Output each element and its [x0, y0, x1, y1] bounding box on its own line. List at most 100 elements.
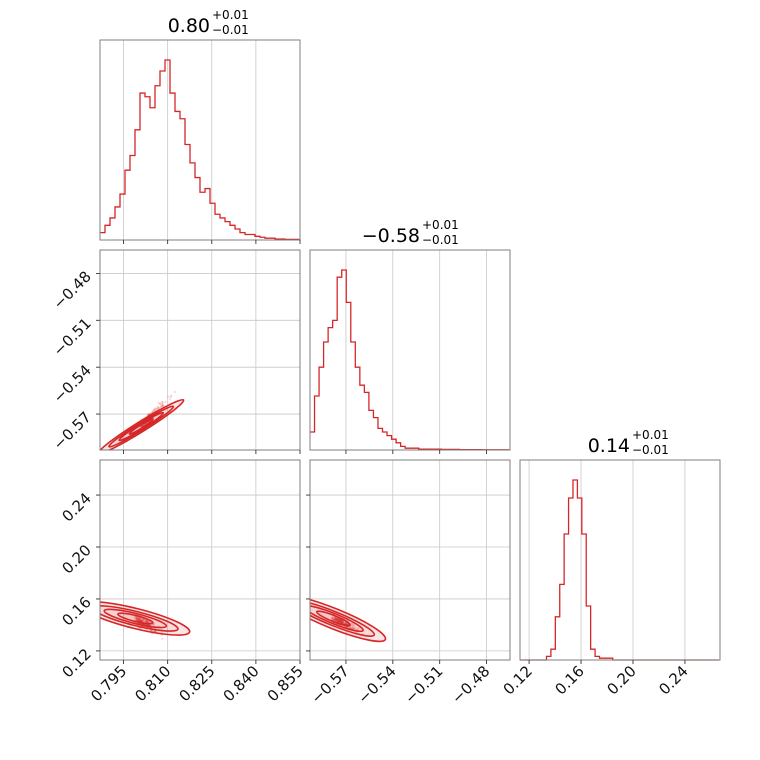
panel-grid-2-1: [310, 460, 510, 660]
panel-frame-2-2: [519, 459, 721, 661]
y-tick-label: 0.16: [58, 593, 94, 629]
contour-level: [310, 599, 376, 637]
scatter-points: [100, 390, 185, 450]
panel-grid-1-0: [100, 250, 300, 450]
scatter-point: [335, 618, 339, 621]
scatter-point: [145, 620, 148, 623]
scatter-panel-1-0: [100, 390, 185, 450]
scatter-point: [139, 619, 142, 622]
scatter-point: [161, 403, 164, 407]
scatter-point: [152, 408, 156, 411]
scatter-point: [337, 619, 340, 622]
scatter-point: [152, 408, 156, 412]
contour-level: [108, 405, 175, 448]
scatter-point: [333, 618, 336, 621]
scatter-point: [140, 619, 143, 623]
x-tick-label: 0.855: [264, 662, 307, 705]
scatter-point: [137, 619, 140, 622]
scatter-point: [340, 621, 343, 624]
scatter-point: [153, 407, 157, 410]
x-tick-label: 0.12: [500, 662, 536, 698]
x-tick-label: 0.16: [552, 662, 588, 698]
scatter-point: [145, 619, 148, 623]
scatter-point: [161, 404, 164, 408]
scatter-point: [341, 620, 344, 624]
scatter-point: [338, 620, 341, 623]
scatter-point: [336, 617, 339, 620]
scatter-point: [135, 617, 138, 620]
scatter-point: [340, 621, 344, 624]
scatter-point: [133, 616, 136, 619]
scatter-point: [137, 618, 140, 621]
scatter-point: [333, 619, 336, 622]
scatter-point: [340, 621, 343, 624]
title-plus-1: +0.01: [422, 218, 459, 232]
x-tick-label: −0.51: [401, 662, 446, 707]
contour-level: [315, 610, 351, 627]
scatter-point: [137, 618, 140, 621]
scatter-point: [335, 618, 338, 621]
contour-level: [100, 600, 191, 636]
scatter-point: [157, 401, 160, 404]
contour-level: [310, 594, 387, 643]
panel-grid-2-0: [100, 460, 300, 660]
scatter-point: [341, 621, 344, 624]
scatter-point: [333, 618, 336, 621]
scatter-point: [352, 627, 355, 630]
scatter-point: [337, 619, 340, 622]
title-minus-0: −0.01: [212, 23, 249, 37]
scatter-point: [339, 620, 342, 624]
scatter-point: [334, 619, 337, 622]
scatter-point: [338, 618, 341, 622]
scatter-point: [341, 621, 344, 625]
scatter-points: [310, 594, 387, 643]
scatter-point: [338, 620, 341, 624]
scatter-point: [344, 622, 347, 625]
scatter-point: [135, 619, 138, 622]
scatter-point: [142, 619, 145, 622]
scatter-point: [338, 618, 341, 621]
scatter-point: [154, 407, 157, 410]
scatter-point: [334, 618, 338, 621]
scatter-point: [334, 618, 337, 621]
scatter-point: [331, 616, 335, 619]
y-tick-label: −0.51: [50, 314, 95, 359]
scatter-point: [352, 623, 355, 626]
scatter-point: [337, 619, 341, 622]
scatter-point: [334, 617, 337, 620]
x-tick-label: −0.54: [354, 662, 399, 707]
scatter-point: [152, 410, 155, 413]
scatter-point: [145, 619, 148, 623]
scatter-point: [169, 395, 172, 398]
scatter-points: [100, 600, 191, 640]
scatter-point: [339, 620, 342, 623]
scatter-point: [140, 619, 143, 622]
scatter-panel-2-0: [100, 600, 191, 640]
scatter-point: [141, 618, 144, 621]
scatter-point: [155, 407, 159, 410]
scatter-point: [169, 398, 172, 401]
title-plus-0: +0.01: [212, 8, 249, 22]
scatter-point: [338, 619, 341, 622]
scatter-point: [337, 620, 340, 623]
scatter-point: [352, 625, 355, 628]
scatter-point: [343, 621, 346, 624]
x-tick-label: 0.825: [175, 662, 218, 705]
title-value-1: −0.58: [362, 225, 420, 247]
panel-grid-0-0: [123, 40, 257, 240]
scatter-point: [170, 394, 173, 397]
scatter-point: [144, 620, 148, 623]
scatter-point: [340, 620, 343, 623]
x-tick-label: 0.24: [655, 662, 691, 698]
scatter-point: [336, 620, 339, 623]
scatter-point: [139, 619, 143, 623]
scatter-point: [136, 617, 139, 620]
panel-frame-0-0: [99, 39, 301, 241]
scatter-point: [157, 407, 161, 410]
scatter-point: [341, 621, 344, 624]
scatter-point: [336, 619, 340, 622]
scatter-point: [351, 623, 354, 627]
contour-level: [310, 604, 364, 633]
title-plus-2: +0.01: [632, 428, 669, 442]
